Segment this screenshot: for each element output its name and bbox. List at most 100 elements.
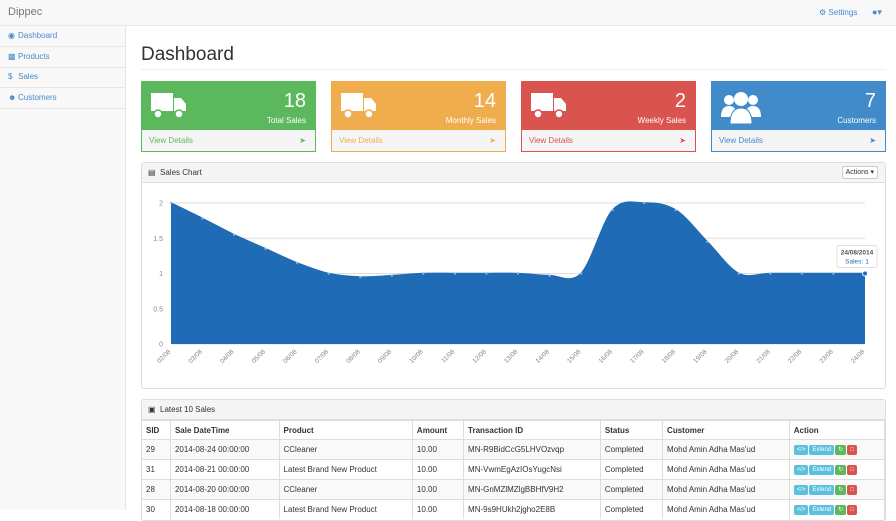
point xyxy=(706,240,709,243)
point xyxy=(737,272,741,275)
point xyxy=(800,272,804,275)
stat-footer[interactable]: View Details ➤ xyxy=(142,130,315,151)
sidebar-item[interactable]: ▩ Products xyxy=(0,47,125,68)
refresh-button[interactable]: ↻ xyxy=(835,464,847,475)
stat-footer[interactable]: View Details ➤ xyxy=(522,130,695,151)
actions-text[interactable]: Actions xyxy=(845,169,869,176)
view-details[interactable]: View Details xyxy=(149,136,193,145)
y-tick-label: 1.5 xyxy=(153,236,163,243)
table-icon: ▣ xyxy=(148,405,156,414)
action-cell: </> Extend ↻ □ xyxy=(789,479,886,500)
point xyxy=(674,208,677,212)
point xyxy=(327,272,330,275)
settings-link[interactable]: ⚙ Settings xyxy=(819,8,858,17)
table-row: 28 2014-08-20 00:00:00 CCleaner 10.00 MN-GnM… xyxy=(142,479,886,500)
arrow-icon[interactable]: ➤ xyxy=(299,136,306,145)
table-cell: Completed xyxy=(600,439,664,460)
delete-button[interactable]: □ xyxy=(847,444,857,455)
table-cell: Completed xyxy=(600,479,664,500)
extend-button[interactable]: Extend xyxy=(809,484,835,495)
extend-button[interactable]: Extend xyxy=(809,444,835,455)
divider xyxy=(141,69,886,70)
x-tick-label: 08/08 xyxy=(345,348,362,365)
arrow-icon[interactable]: ➤ xyxy=(679,136,686,145)
x-tick-label: 21/08 xyxy=(755,348,772,365)
table-title: Latest 10 Sales xyxy=(160,405,216,414)
sidebar-item[interactable]: $ Sales xyxy=(0,67,125,88)
stat-footer[interactable]: View Details ➤ xyxy=(332,130,505,151)
point xyxy=(201,217,204,220)
table-cell: 10.00 xyxy=(412,439,465,460)
edit-button[interactable]: </> xyxy=(793,484,809,495)
table-cell: 2014-08-21 00:00:00 xyxy=(170,459,280,480)
x-tick-label: 10/08 xyxy=(408,348,425,365)
table-cell: MN-VwmEgAzIOsYugcNsi xyxy=(463,459,601,480)
view-details[interactable]: View Details xyxy=(339,136,383,145)
sidebar-icon: ☻ xyxy=(8,92,17,102)
chart-title: Sales Chart xyxy=(160,168,202,177)
y-tick-label: 2 xyxy=(159,201,163,208)
tooltip: 24/08/2014 Sales: 1 xyxy=(836,245,878,268)
table-cell: Mohd Amin Adha Mas'ud xyxy=(662,479,790,500)
x-tick-label: 20/08 xyxy=(724,348,741,365)
x-tick-label: 07/08 xyxy=(314,348,331,365)
arrow-icon[interactable]: ➤ xyxy=(489,136,496,145)
edit-button[interactable]: </> xyxy=(793,464,809,475)
table-cell: MN-9s9HUkh2jgho2E8B xyxy=(463,499,601,519)
stat-top: 2 Weekly Sales xyxy=(522,82,695,130)
tooltip-series: Sales: xyxy=(845,259,863,266)
delete-button[interactable]: □ xyxy=(847,464,857,475)
column-header: Transaction ID xyxy=(463,420,601,440)
view-details[interactable]: View Details xyxy=(529,136,573,145)
stat-label: Monthly Sales xyxy=(445,116,496,125)
column-header: Amount xyxy=(412,420,465,440)
brand[interactable]: Dippec xyxy=(8,6,43,18)
tooltip-value: Sales: 1 xyxy=(845,259,869,266)
settings-text[interactable]: Settings xyxy=(828,8,858,17)
extend-button[interactable]: Extend xyxy=(809,464,835,475)
arrow-icon[interactable]: ➤ xyxy=(869,136,876,145)
stat-card: 18 Total Sales View Details ➤ xyxy=(141,81,316,152)
point xyxy=(548,274,551,277)
stat-top: 18 Total Sales xyxy=(142,82,315,130)
tooltip-box xyxy=(836,245,878,268)
column-header: SID xyxy=(142,420,171,440)
stat-card: 14 Monthly Sales View Details ➤ xyxy=(331,81,506,152)
view-details[interactable]: View Details xyxy=(719,136,763,145)
actions-button[interactable]: Actions ▾ xyxy=(841,166,878,179)
refresh-button[interactable]: ↻ xyxy=(835,444,847,455)
x-tick-label: 24/08 xyxy=(850,348,867,365)
table-cell: 29 xyxy=(142,439,171,460)
sidebar-text[interactable]: Products xyxy=(18,51,50,61)
sidebar-text[interactable]: Customers xyxy=(18,92,57,102)
point xyxy=(264,247,267,251)
chart: 0 0.5 1 1.5 2 02/08 03/08 04/08 05/08 06/08 07/08 0… xyxy=(153,201,878,365)
user-menu[interactable]: ●▾ xyxy=(872,7,882,17)
table-cell: Latest Brand New Product xyxy=(279,499,413,519)
area xyxy=(171,202,865,344)
sidebar-item[interactable]: ☻ Customers xyxy=(0,88,125,109)
column-header: Action xyxy=(789,420,886,440)
table-cell: 28 xyxy=(142,479,171,500)
refresh-button[interactable]: ↻ xyxy=(835,484,847,495)
point xyxy=(579,272,583,275)
table-cell: Latest Brand New Product xyxy=(279,459,413,480)
stat-value: 2 xyxy=(674,90,686,112)
sidebar-text[interactable]: Sales xyxy=(18,72,39,81)
y-tick-label: 1 xyxy=(159,271,163,278)
sidebar-text[interactable]: Dashboard xyxy=(18,31,58,40)
sidebar-icon: ▩ xyxy=(8,51,16,61)
table-row: 29 2014-08-24 00:00:00 CCleaner 10.00 MN-R9B… xyxy=(142,439,886,460)
stat-top: 14 Monthly Sales xyxy=(332,82,505,130)
stat-card: 7 Customers View Details ➤ xyxy=(711,81,886,152)
point xyxy=(516,272,520,275)
table-cell: Completed xyxy=(600,499,664,519)
stat-value: 14 xyxy=(473,90,496,112)
stat-footer[interactable]: View Details ➤ xyxy=(712,130,885,151)
action-cell: </> Extend ↻ □ xyxy=(789,439,886,460)
tooltip-date: 24/08/2014 xyxy=(841,250,874,257)
delete-button[interactable]: □ xyxy=(847,484,857,495)
edit-button[interactable]: </> xyxy=(793,444,809,455)
table-cell: CCleaner xyxy=(279,479,413,500)
sidebar-item[interactable]: ◉ Dashboard xyxy=(0,26,125,47)
